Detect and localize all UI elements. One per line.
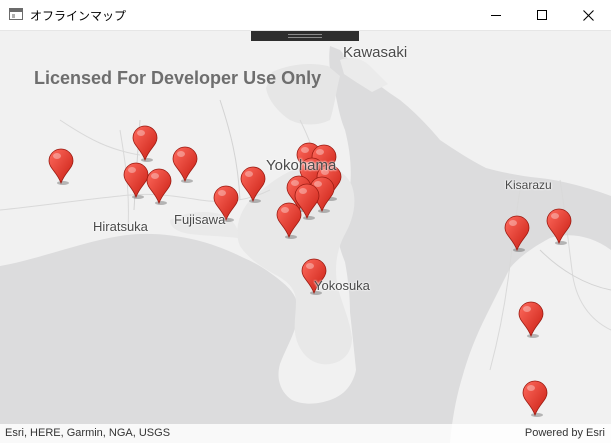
- place-label-kisarazu: Kisarazu: [505, 178, 552, 192]
- maximize-icon: [537, 10, 547, 20]
- place-label-yokosuka: Yokosuka: [314, 278, 370, 293]
- title-bar: オフラインマップ: [0, 0, 611, 31]
- minimize-button[interactable]: [473, 0, 519, 30]
- close-button[interactable]: [565, 0, 611, 30]
- attribution-text[interactable]: Esri, HERE, Garmin, NGA, USGS: [5, 427, 171, 439]
- powered-by-label: Powered by Esri: [524, 427, 605, 439]
- urban-kawasaki: [266, 64, 340, 125]
- drag-handle[interactable]: [251, 31, 359, 41]
- minimize-icon: [491, 15, 501, 16]
- place-label-hiratsuka: Hiratsuka: [93, 219, 148, 234]
- basemap: [0, 31, 611, 443]
- port-area: [340, 58, 388, 92]
- urban-fujisawa: [170, 212, 239, 238]
- attribution-bar: Esri, HERE, Garmin, NGA, USGS Powered by…: [0, 424, 611, 443]
- developer-watermark: Licensed For Developer Use Only: [34, 68, 322, 88]
- place-label-yokohama: Yokohama: [266, 157, 337, 174]
- urban-yokohama: [237, 164, 355, 365]
- place-label-kawasaki: Kawasaki: [343, 44, 408, 61]
- window-title: オフラインマップ: [30, 9, 127, 23]
- app-window-icon: [9, 8, 23, 20]
- map-view[interactable]: [0, 31, 611, 443]
- close-icon: [582, 9, 594, 21]
- land-boso: [450, 235, 611, 443]
- maximize-button[interactable]: [519, 0, 565, 30]
- place-label-fujisawa: Fujisawa: [174, 212, 226, 227]
